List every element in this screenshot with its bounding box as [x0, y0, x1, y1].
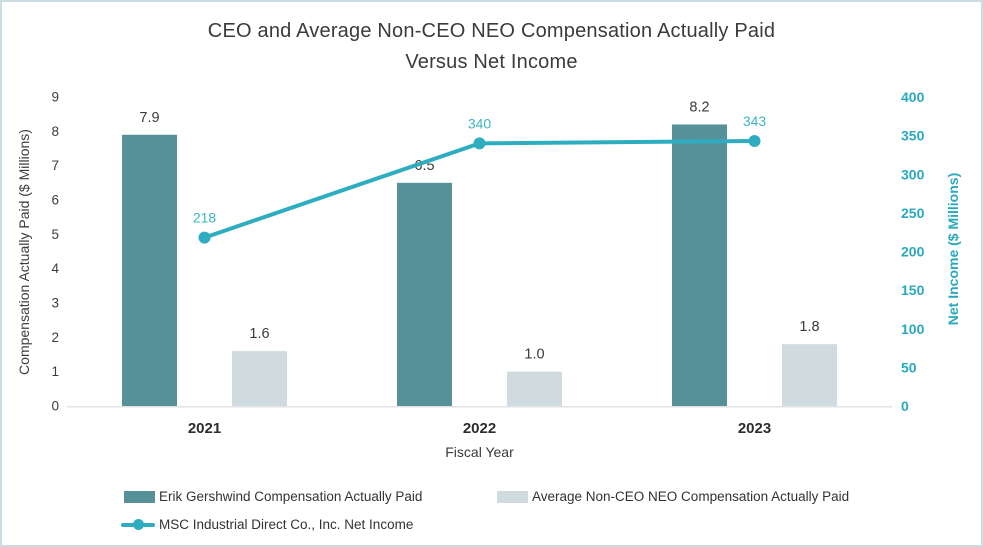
legend-line-dot: [132, 519, 144, 530]
right-axis-tick-label: 300: [901, 166, 925, 182]
right-axis-tick-label: 250: [901, 205, 925, 221]
x-axis-title: Fiscal Year: [445, 444, 514, 460]
line-value-label: 218: [193, 210, 217, 226]
left-axis-tick-label: 0: [51, 399, 59, 414]
bar-ceo-2022: [397, 182, 452, 406]
left-axis-tick-label: 6: [51, 193, 59, 208]
left-axis-tick-label: 3: [51, 296, 59, 311]
legend-swatch-net-income-line: [121, 518, 155, 531]
left-axis-tick-label: 9: [51, 90, 59, 105]
x-axis-category-label: 2022: [463, 420, 496, 437]
line-value-label: 343: [743, 113, 767, 129]
right-axis-tick-label: 400: [901, 89, 925, 105]
bar-nonceo-2022: [507, 371, 562, 406]
bar-value-label: 7.9: [139, 110, 159, 126]
legend-label-net-income: MSC Industrial Direct Co., Inc. Net Inco…: [159, 517, 414, 532]
bar-ceo-2023: [672, 124, 727, 406]
left-axis-tick-label: 1: [51, 364, 59, 379]
bar-value-label: 1.8: [799, 319, 819, 335]
left-axis-tick-label: 5: [51, 227, 59, 242]
right-axis-tick-label: 150: [901, 282, 925, 298]
legend-item-net-income: MSC Industrial Direct Co., Inc. Net Inco…: [121, 517, 413, 532]
bar-value-label: 1.0: [524, 347, 544, 363]
chart-title-line-1: CEO and Average Non-CEO NEO Compensation…: [207, 20, 776, 42]
bar-nonceo-2023: [782, 344, 837, 406]
legend-item-nonceo-compensation: Average Non-CEO NEO Compensation Actuall…: [497, 489, 849, 504]
x-axis-category-label: 2021: [188, 420, 221, 437]
legend-label-nonceo-compensation: Average Non-CEO NEO Compensation Actuall…: [532, 489, 850, 504]
x-axis-category-label: 2023: [738, 420, 771, 437]
chart-title-line-2: Versus Net Income: [405, 51, 578, 73]
line-value-label: 340: [468, 115, 492, 131]
bar-value-label: 8.2: [689, 99, 709, 115]
left-axis-tick-label: 8: [51, 124, 59, 139]
legend-item-ceo-compensation: Erik Gershwind Compensation Actually Pai…: [124, 489, 422, 504]
right-axis-tick-label: 350: [901, 128, 925, 144]
right-axis-tick-label: 200: [901, 244, 925, 260]
left-axis-tick-label: 2: [51, 330, 59, 345]
right-axis-tick-label: 0: [901, 398, 909, 414]
line-point-2023: [748, 135, 761, 148]
legend-swatch-ceo-bar: [124, 490, 155, 503]
bar-value-label: 1.6: [249, 326, 269, 342]
legend-swatch-nonceo-bar: [497, 490, 528, 503]
line-point-2021: [198, 231, 211, 244]
chart-title: CEO and Average Non-CEO NEO Compensation…: [2, 16, 981, 78]
left-axis-tick-label: 4: [51, 261, 59, 276]
right-axis-tick-label: 50: [901, 359, 917, 375]
right-axis-tick-label: 100: [901, 321, 925, 337]
bar-ceo-2021: [122, 134, 177, 406]
bar-nonceo-2021: [232, 351, 287, 406]
line-point-2022: [473, 137, 486, 150]
left-axis-tick-label: 7: [51, 158, 59, 173]
legend-label-ceo-compensation: Erik Gershwind Compensation Actually Pai…: [159, 489, 423, 504]
